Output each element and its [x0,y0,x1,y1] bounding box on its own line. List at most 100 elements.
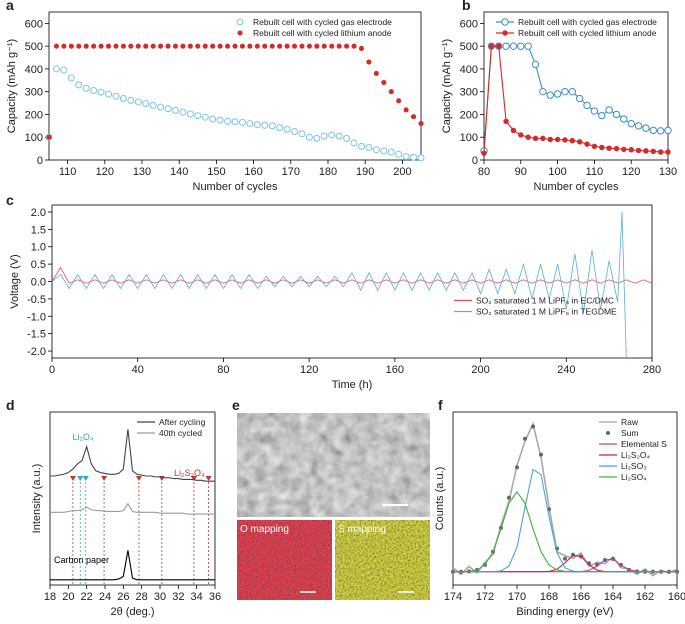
y-tick-label: -1.5 [27,329,46,341]
plot-frame [483,11,669,161]
data-point [320,132,328,140]
data-point [269,43,275,49]
legend-label: Elemental S [621,439,667,449]
x-tick-label: 26 [117,591,129,603]
data-point [531,424,535,429]
data-point [119,95,127,103]
data-point [186,110,194,118]
x-tick-label: 166 [572,591,590,603]
data-point [532,135,539,142]
data-point [563,556,567,561]
data-point [105,90,113,98]
legend-label: 40th cycled [159,428,202,438]
data-point [60,66,68,74]
data-point [247,43,253,49]
y-tick-label: 400 [460,64,478,76]
y-tick-label: 100 [25,132,43,144]
data-point [525,134,531,140]
y-tick-label: 0 [472,155,478,167]
x-tick-label: 0 [49,364,55,376]
data-point [503,118,509,125]
x-tick-label: 100 [548,166,566,178]
legend-label: Li₂S₂O₄ [621,450,650,460]
data-point [569,137,576,144]
data-point [201,113,209,121]
x-tick-label: 160 [244,166,262,178]
legend-label: Rebuilt cell with cycled gas electrode [518,17,657,27]
data-point [314,43,320,49]
y-tick-label: 1.0 [31,242,46,254]
panel-letter: e [232,397,240,413]
x-tick-label: 172 [476,591,494,603]
data-point [277,43,283,49]
data-point [372,146,380,154]
data-point [350,139,358,147]
legend-label: Rebuilt cell with cycled lithium anode [518,28,657,38]
legend-label: Sum [621,428,638,438]
data-point [276,124,284,132]
series-line [50,502,215,515]
data-point [283,125,291,133]
x-tick-label: 130 [659,166,677,178]
data-point [517,42,525,50]
data-point [539,87,547,96]
x-tick-label: 200 [471,364,489,376]
data-point [253,121,261,129]
data-point [299,43,305,49]
data-point [418,121,424,127]
data-point [164,105,172,113]
y-tick-label: -1.0 [27,311,46,323]
data-point [313,134,321,142]
data-point [328,131,336,139]
data-point [562,137,568,143]
x-tick-label: 140 [170,166,188,178]
data-point [284,43,290,49]
sem-image [237,413,430,517]
data-point [649,126,657,135]
x-tick-label: 40 [132,364,144,376]
y-tick-label: 2.0 [31,207,46,219]
data-point [510,127,517,134]
data-point [150,43,156,49]
data-point [524,42,532,50]
y-tick-label: 100 [460,132,478,144]
data-point [67,74,75,82]
x-tick-label: 36 [209,591,221,603]
data-point [165,43,171,49]
data-point [547,136,553,143]
data-point [127,96,135,104]
data-point [590,107,599,115]
data-point [344,43,350,49]
data-point [402,153,410,161]
data-point [657,149,664,155]
data-point [336,43,342,49]
data-point [82,84,90,92]
data-point [261,121,269,129]
data-point [650,148,657,155]
series-line [50,550,215,581]
data-point [583,101,591,110]
data-point [238,118,246,126]
data-point [254,43,260,49]
data-point [262,43,268,49]
data-point [643,148,649,154]
x-tick-label: 34 [191,591,203,603]
legend-label: SO₂ saturated 1 M LiPF₆ in TEGDME [476,307,617,317]
y-tick-label: 0 [37,155,43,167]
y-tick-label: -2.0 [27,346,46,358]
data-point [291,43,298,49]
legend-marker [606,431,610,435]
y-axis-label: Capacity (mAh g⁻¹) [441,39,453,133]
peak-marker [77,476,84,481]
x-tick-label: 180 [319,166,337,178]
data-point [496,43,502,49]
data-point [598,111,606,120]
data-point [149,101,157,109]
data-point [488,43,495,49]
data-point [195,43,201,49]
x-tick-label: 164 [604,591,622,603]
y-tick-label: 600 [25,18,43,30]
data-point [576,139,583,145]
plot-frame [49,411,216,586]
data-point [395,150,403,158]
